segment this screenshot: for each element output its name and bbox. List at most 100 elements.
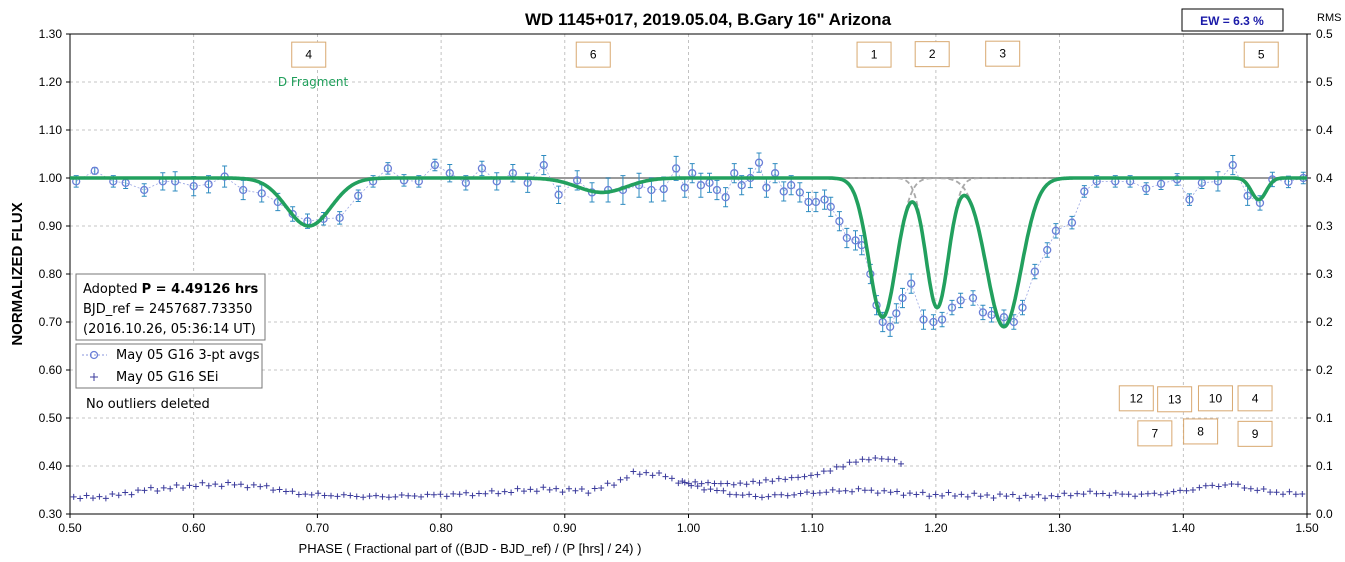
flux-error-bar: [172, 171, 178, 192]
rms-point: [205, 482, 212, 489]
flux-point: [737, 181, 746, 190]
rms-point: [739, 492, 746, 499]
rms-point: [685, 480, 692, 487]
rms-point: [250, 481, 257, 488]
flux-error-bar: [160, 172, 166, 191]
y-tick-label: 0.40: [39, 459, 63, 473]
right-tick-label: 0.3: [1316, 219, 1333, 233]
flux-error-bar: [337, 211, 343, 225]
fragment-box: 4: [1237, 385, 1273, 412]
flux-error-bar: [1032, 263, 1038, 280]
rms-point: [795, 474, 802, 481]
rms-point: [456, 491, 463, 498]
rms-point: [823, 489, 830, 496]
rms-point: [527, 486, 534, 493]
rms-point: [1209, 482, 1216, 489]
model-fit-curve: [69, 176, 1308, 329]
right-tick-label: 0.4: [1316, 171, 1333, 185]
rms-point: [945, 489, 952, 496]
rms-point: [135, 487, 142, 494]
info-box: Adopted P = 4.49126 hrs BJD_ref = 245768…: [75, 273, 266, 341]
rms-point: [737, 480, 744, 487]
flux-point: [696, 181, 706, 190]
flux-point: [1009, 317, 1018, 327]
rms-point: [302, 491, 309, 498]
rms-point: [1048, 492, 1055, 499]
rms-point: [919, 489, 926, 496]
rms-point: [679, 478, 686, 485]
flux-point: [1228, 160, 1237, 170]
legend: May 05 G16 3-pt avgs May 05 G16 SEi: [75, 343, 263, 389]
rms-point: [334, 493, 341, 500]
flux-error-bar: [1230, 154, 1236, 176]
rms-point: [1170, 488, 1177, 495]
rms-point: [1151, 490, 1158, 497]
flux-point: [204, 180, 213, 189]
rms-point: [996, 491, 1003, 498]
rms-point: [1299, 490, 1306, 497]
flux-point: [189, 182, 198, 191]
rms-point: [891, 456, 898, 463]
rms-point: [855, 485, 862, 492]
rms-point: [758, 494, 765, 501]
x-tick-label: 1.30: [1048, 521, 1072, 535]
fragment-box-frame: [1118, 385, 1154, 412]
rms-point: [913, 491, 920, 498]
rms-point: [724, 480, 731, 487]
rms-point: [926, 493, 933, 500]
flux-point: [554, 190, 563, 199]
rms-point: [212, 481, 219, 488]
rms-point: [482, 490, 489, 497]
rms-point: [1247, 485, 1254, 492]
rms-point: [829, 486, 836, 493]
flux-point: [647, 185, 656, 195]
flux-point: [477, 164, 487, 173]
x-tick-label: 0.90: [553, 521, 577, 535]
rms-point: [225, 479, 232, 486]
rms-point: [385, 494, 392, 501]
rms-point: [1080, 491, 1087, 498]
fragment-box-frame: [1183, 418, 1219, 445]
flux-point: [835, 217, 844, 226]
flux-point: [383, 164, 393, 173]
rms-point: [849, 488, 856, 495]
legend-frame: [75, 343, 263, 389]
y-tick-label: 0.50: [39, 411, 63, 425]
rms-point: [801, 473, 808, 480]
flux-error-bar: [756, 152, 762, 173]
rms-point: [878, 455, 885, 462]
rms-point: [636, 471, 643, 478]
flux-point: [937, 315, 947, 324]
rms-point: [295, 491, 302, 498]
flux-error-bar: [844, 227, 850, 249]
fragment-box: 7: [1137, 420, 1173, 447]
fragment-box-frame: [1237, 420, 1273, 447]
rms-point: [488, 487, 495, 494]
x-tick-label: 0.70: [306, 521, 330, 535]
flux-point: [1030, 267, 1040, 276]
flux-error-bar: [1053, 223, 1059, 239]
chart-title: WD 1145+017, 2019.05.04, B.Gary 16" Ariz…: [525, 10, 892, 29]
right-tick-label: 0.3: [1316, 267, 1333, 281]
info-period: Adopted P = 4.49126 hrs: [83, 282, 258, 297]
outliers-note: No outliers deleted: [86, 397, 210, 412]
rms-point: [276, 486, 283, 493]
fragment-box-label: 3: [999, 47, 1006, 61]
flux-error-bar: [494, 172, 500, 191]
rms-point: [508, 489, 515, 496]
rms-point: [173, 481, 180, 488]
rms-point: [463, 489, 470, 496]
rms-point: [282, 488, 289, 495]
rms-point: [900, 492, 907, 499]
fragment-box-label: 10: [1209, 391, 1223, 405]
rms-point: [443, 493, 450, 500]
fragment-box-frame: [1197, 385, 1233, 412]
flux-error-bar: [958, 292, 964, 309]
rms-point: [315, 490, 322, 497]
flux-error-bar: [636, 172, 642, 198]
rms-point: [347, 492, 354, 499]
rms-point: [1189, 487, 1196, 494]
rms-point: [1241, 484, 1248, 491]
flux-error-bar: [1215, 171, 1221, 192]
rms-point: [617, 476, 624, 483]
